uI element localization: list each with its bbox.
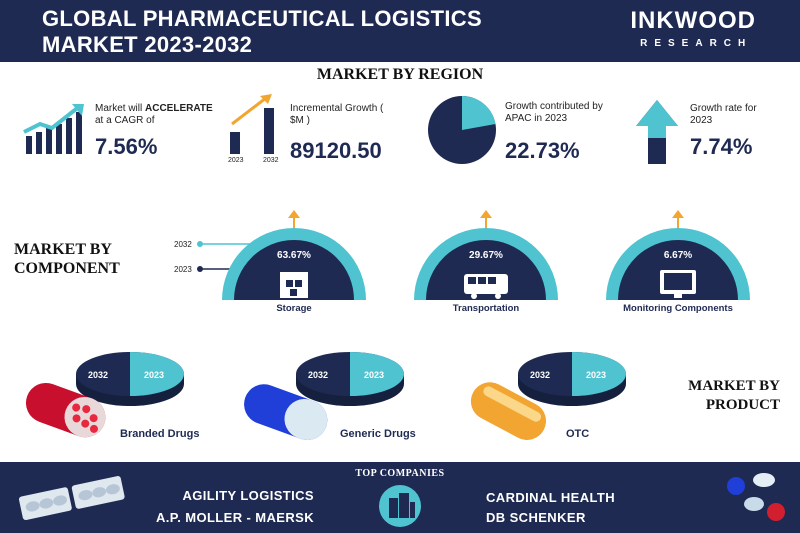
branded-pie — [76, 352, 184, 406]
growth-rate-value: 7.74% — [690, 134, 753, 159]
pie-chart-icon — [428, 95, 496, 164]
component-heading: MARKET BY COMPONENT — [14, 241, 120, 277]
incremental-growth-value: 89120.50 — [290, 138, 382, 163]
otc-year-2023: 2023 — [586, 370, 607, 380]
growth-year-start: 2023 — [228, 157, 244, 164]
incremental-growth-label: Incremental Growth ( $M ) — [290, 103, 384, 126]
branded-year-2032: 2032 — [88, 370, 109, 380]
brand-logo: INKWOOD RESEARCH — [630, 7, 756, 50]
yellow-capsule-icon — [470, 382, 547, 440]
generic-drugs-label: Generic Drugs — [340, 428, 416, 440]
pills-icon — [727, 473, 785, 521]
header-banner: GLOBAL PHARMACEUTICAL LOGISTICS MARKET 2… — [0, 0, 800, 62]
growth-year-end: 2032 — [263, 157, 279, 164]
brand-name: INKWOOD — [630, 7, 756, 34]
title-line-2: MARKET 2023-2032 — [42, 32, 253, 57]
legend-2032: 2032 — [174, 240, 192, 249]
storage-percent: 63.67% — [277, 250, 311, 261]
generic-pie — [296, 352, 404, 406]
legend-2023: 2023 — [174, 265, 192, 274]
storage-semicircle — [222, 210, 366, 300]
transportation-label: Transportation — [452, 303, 520, 314]
region-heading: MARKET BY REGION — [316, 66, 484, 83]
red-capsule-icon — [25, 382, 106, 438]
monitoring-percent: 6.67% — [663, 250, 693, 261]
monitoring-label: Monitoring Components — [623, 303, 733, 314]
generic-year-2032: 2032 — [308, 370, 329, 380]
otc-label: OTC — [566, 428, 590, 440]
brand-subtitle: RESEARCH — [640, 38, 753, 49]
transportation-semicircle — [414, 210, 558, 300]
top-companies-footer: TOP COMPANIES AGILITY LOGISTICS A.P. MOL… — [0, 462, 800, 533]
buildings-icon — [379, 485, 421, 527]
storage-label: Storage — [276, 303, 312, 314]
cagr-label: Market will ACCELERATE at a CAGR of — [95, 103, 213, 126]
company-maersk: A.P. MOLLER - MAERSK — [156, 510, 314, 525]
apac-label: Growth contributed by APAC in 2023 — [505, 101, 603, 124]
cagr-value: 7.56% — [95, 134, 158, 159]
otc-pie — [518, 352, 626, 406]
branded-drugs-label: Branded Drugs — [120, 428, 200, 440]
company-cardinal: CARDINAL HEALTH — [486, 490, 616, 505]
company-schenker: DB SCHENKER — [486, 510, 586, 525]
company-agility: AGILITY LOGISTICS — [182, 488, 314, 503]
growth-bars-icon — [230, 94, 274, 154]
otc-year-2032: 2032 — [530, 370, 551, 380]
generic-year-2023: 2023 — [364, 370, 385, 380]
up-arrow-icon — [636, 100, 678, 164]
monitoring-semicircle — [606, 210, 750, 300]
branded-year-2023: 2023 — [144, 370, 165, 380]
growth-rate-label: Growth rate for 2023 — [690, 103, 757, 126]
title-line-1: GLOBAL PHARMACEUTICAL LOGISTICS — [42, 6, 482, 31]
top-companies-title: TOP COMPANIES — [355, 468, 445, 479]
apac-value: 22.73% — [505, 138, 580, 163]
product-heading: MARKET BY PRODUCT — [688, 378, 780, 413]
blue-capsule-icon — [244, 384, 328, 440]
page-title: GLOBAL PHARMACEUTICAL LOGISTICS MARKET 2… — [42, 6, 482, 58]
rising-bar-chart-icon — [23, 104, 84, 154]
blister-pack-icon — [18, 476, 125, 521]
transportation-percent: 29.67% — [469, 250, 503, 261]
